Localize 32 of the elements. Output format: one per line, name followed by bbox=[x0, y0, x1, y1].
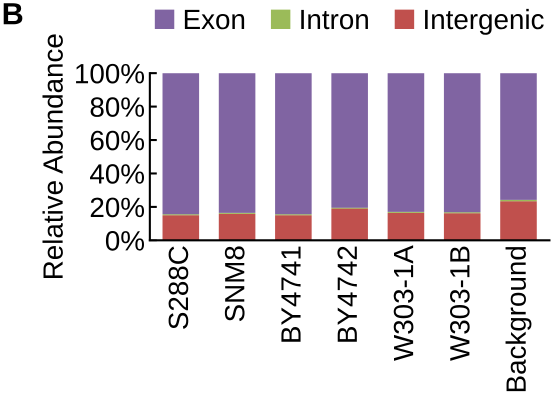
x-tick-label: S288C bbox=[168, 246, 188, 329]
y-tick-label: 0% bbox=[106, 231, 144, 251]
x-tick-label: SNM8 bbox=[224, 246, 245, 322]
y-tick-label: 20% bbox=[90, 198, 144, 218]
bar bbox=[500, 201, 537, 240]
bar bbox=[500, 73, 537, 200]
text: B bbox=[4, 3, 22, 24]
x-tick-label: W303-1B bbox=[450, 246, 470, 361]
bar bbox=[444, 213, 481, 240]
y-tick-label: 100% bbox=[76, 64, 144, 84]
legend-label: Intron bbox=[301, 10, 368, 30]
bar bbox=[218, 214, 256, 240]
bar bbox=[388, 212, 424, 240]
bar bbox=[162, 73, 200, 214]
bar bbox=[162, 215, 200, 240]
x-tick-label: BY4742 bbox=[337, 246, 357, 342]
bar bbox=[275, 215, 312, 240]
x-tick-label: W303-1A bbox=[394, 245, 414, 361]
bar bbox=[331, 73, 368, 208]
legend-label: Exon bbox=[184, 10, 244, 30]
x-tick-label: BY4741 bbox=[281, 246, 301, 342]
bar bbox=[331, 208, 368, 240]
bar bbox=[275, 73, 312, 214]
bar bbox=[218, 73, 256, 213]
y-tick-label: 40% bbox=[90, 164, 144, 184]
y-tick-label: 60% bbox=[90, 130, 144, 150]
y-axis-title: Relative Abundance bbox=[42, 34, 63, 278]
y-tick-label: 80% bbox=[90, 97, 144, 117]
bar bbox=[444, 73, 481, 212]
bar bbox=[388, 73, 424, 212]
legend-label: Intergenic bbox=[425, 8, 544, 35]
x-tick-label: Background bbox=[506, 246, 532, 392]
